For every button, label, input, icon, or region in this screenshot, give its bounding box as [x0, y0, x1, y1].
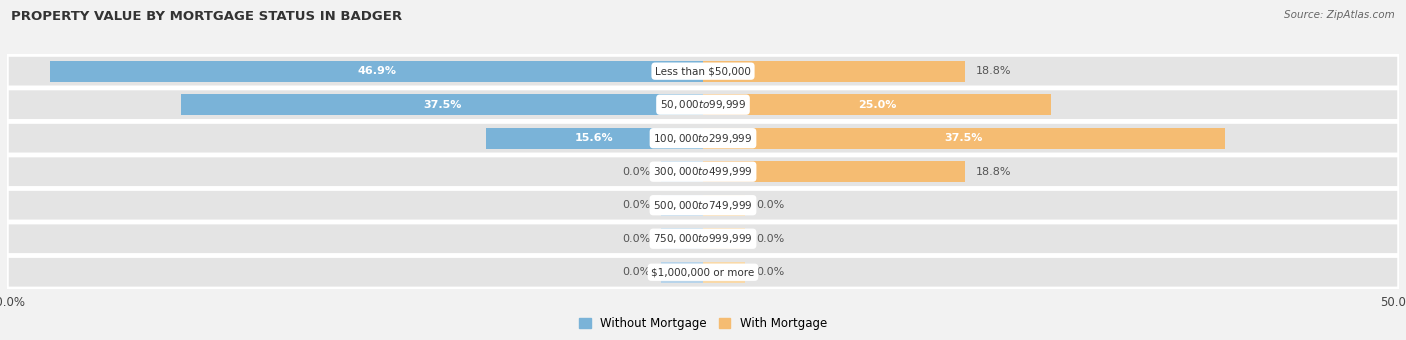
FancyBboxPatch shape — [7, 223, 1399, 255]
Bar — [661, 262, 703, 283]
FancyBboxPatch shape — [7, 89, 1399, 121]
FancyBboxPatch shape — [7, 122, 1399, 154]
Text: 0.0%: 0.0% — [756, 234, 785, 244]
Text: 0.0%: 0.0% — [621, 234, 650, 244]
Text: 46.9%: 46.9% — [357, 66, 396, 76]
Text: 37.5%: 37.5% — [945, 133, 983, 143]
Bar — [661, 195, 703, 216]
Text: 0.0%: 0.0% — [621, 267, 650, 277]
Text: 25.0%: 25.0% — [858, 100, 896, 110]
Bar — [703, 128, 1225, 149]
Text: $300,000 to $499,999: $300,000 to $499,999 — [654, 165, 752, 178]
Text: Less than $50,000: Less than $50,000 — [655, 66, 751, 76]
Text: 0.0%: 0.0% — [621, 200, 650, 210]
Text: $1,000,000 or more: $1,000,000 or more — [651, 267, 755, 277]
Text: 15.6%: 15.6% — [575, 133, 614, 143]
Text: 0.0%: 0.0% — [756, 200, 785, 210]
Bar — [51, 61, 703, 82]
Text: 0.0%: 0.0% — [756, 267, 785, 277]
Bar — [486, 128, 703, 149]
Text: 18.8%: 18.8% — [976, 66, 1011, 76]
Bar — [181, 94, 703, 115]
Text: $50,000 to $99,999: $50,000 to $99,999 — [659, 98, 747, 111]
Text: 37.5%: 37.5% — [423, 100, 461, 110]
Text: 0.0%: 0.0% — [621, 167, 650, 177]
Text: 18.8%: 18.8% — [976, 167, 1011, 177]
Text: $500,000 to $749,999: $500,000 to $749,999 — [654, 199, 752, 212]
Text: $100,000 to $299,999: $100,000 to $299,999 — [654, 132, 752, 145]
Text: PROPERTY VALUE BY MORTGAGE STATUS IN BADGER: PROPERTY VALUE BY MORTGAGE STATUS IN BAD… — [11, 10, 402, 23]
Bar — [703, 94, 1052, 115]
FancyBboxPatch shape — [7, 256, 1399, 288]
Text: Source: ZipAtlas.com: Source: ZipAtlas.com — [1284, 10, 1395, 20]
Legend: Without Mortgage, With Mortgage: Without Mortgage, With Mortgage — [574, 312, 832, 335]
Bar — [703, 61, 965, 82]
Bar — [703, 228, 745, 249]
FancyBboxPatch shape — [7, 156, 1399, 188]
Bar — [703, 161, 965, 182]
Bar — [661, 161, 703, 182]
Bar — [703, 195, 745, 216]
Bar — [661, 228, 703, 249]
Text: $750,000 to $999,999: $750,000 to $999,999 — [654, 232, 752, 245]
Bar — [703, 262, 745, 283]
FancyBboxPatch shape — [7, 189, 1399, 221]
FancyBboxPatch shape — [7, 55, 1399, 87]
